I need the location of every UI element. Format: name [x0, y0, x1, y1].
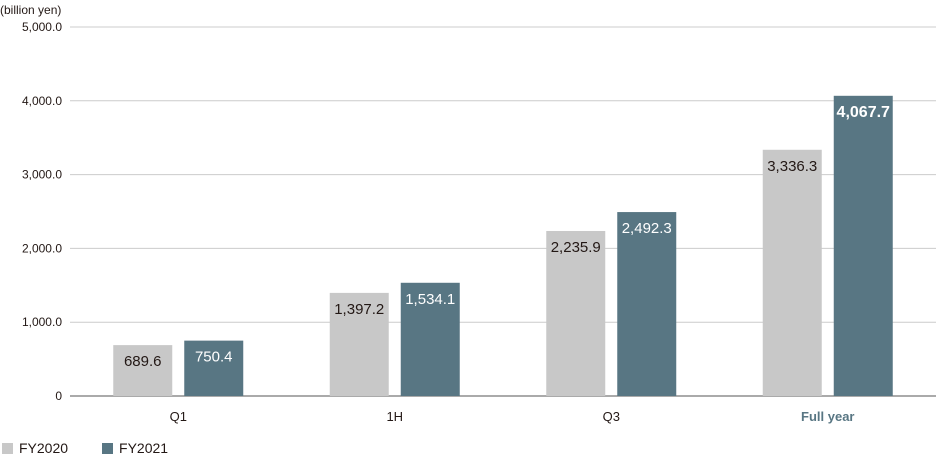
bar-fy2021-1h [400, 282, 460, 396]
bar-chart: (billion yen) 0 1,000.0 2,000.0 3,000.0 4,00… [0, 3, 936, 424]
x-tick-label: 1H [386, 409, 403, 424]
y-tick-label: 5,000.0 [22, 20, 62, 34]
unit-label: (billion yen) [0, 3, 61, 17]
legend-item-fy2020: FY2020 [2, 440, 68, 456]
bar-fy2020-q3 [546, 230, 606, 396]
legend-label-fy2020: FY2020 [19, 440, 69, 456]
y-tick-label: 0 [55, 389, 62, 403]
y-tick-label: 3,000.0 [22, 168, 62, 182]
legend-swatch-fy2020 [2, 442, 13, 454]
bar-fy2020-full-year [762, 149, 822, 396]
data-labels: 689.6 750.4 1,397.2 1,534.1 2,235.9 2,492.3 3,… [124, 104, 890, 370]
data-label: 3,336.3 [767, 158, 817, 175]
data-label: 689.6 [124, 353, 162, 370]
bar-fy2021-q1 [184, 340, 244, 396]
data-label: 750.4 [195, 349, 233, 366]
data-label: 1,397.2 [334, 301, 384, 318]
x-tick-label: Q3 [603, 409, 620, 424]
legend-item-fy2021: FY2021 [102, 440, 168, 456]
x-axis-ticks: Q1 1H Q3 Full year [170, 409, 855, 424]
x-tick-label: Full year [801, 409, 854, 424]
bar-fy2021-full-year [833, 95, 893, 396]
legend: FY2020 FY2021 [2, 440, 168, 456]
bar-fy2020-q1 [113, 345, 173, 396]
bar-fy2020-1h [329, 292, 389, 396]
x-tick-label: Q1 [170, 409, 187, 424]
data-label: 1,534.1 [405, 291, 455, 308]
data-label: 2,492.3 [622, 220, 672, 237]
y-tick-label: 2,000.0 [22, 241, 62, 255]
bars [113, 95, 893, 396]
data-label: 2,235.9 [551, 239, 601, 256]
legend-swatch-fy2021 [102, 442, 114, 454]
bar-fy2021-q3 [617, 212, 677, 396]
legend-label-fy2021: FY2021 [119, 440, 169, 456]
data-label: 4,067.7 [837, 104, 890, 121]
y-axis-ticks: 0 1,000.0 2,000.0 3,000.0 4,000.0 5,000.0 [22, 20, 62, 403]
y-tick-label: 1,000.0 [22, 315, 62, 329]
y-tick-label: 4,000.0 [22, 94, 62, 108]
